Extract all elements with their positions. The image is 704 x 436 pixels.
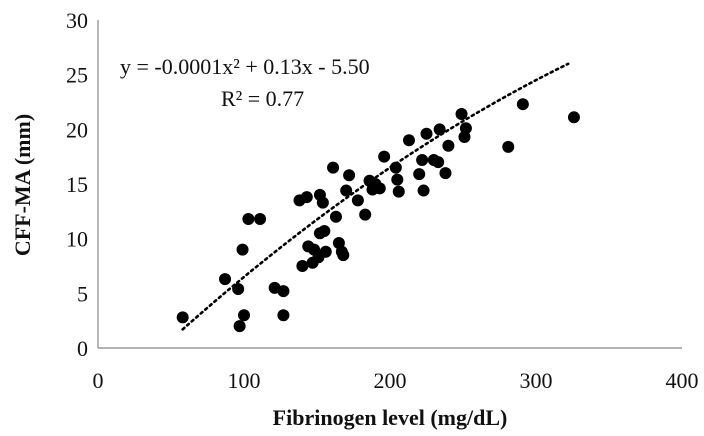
trendline bbox=[181, 62, 570, 331]
data-point bbox=[277, 285, 290, 298]
trendline-equation: y = -0.0001x² + 0.13x - 5.50 bbox=[120, 54, 370, 79]
data-point bbox=[459, 122, 472, 135]
data-point bbox=[439, 167, 452, 180]
data-point bbox=[316, 196, 329, 209]
data-point bbox=[378, 150, 391, 163]
y-axis-title: CFF-MA (mm) bbox=[10, 114, 35, 256]
data-point bbox=[176, 311, 189, 324]
data-point bbox=[417, 184, 430, 197]
x-axis-title: Fibrinogen level (mg/dL) bbox=[273, 405, 508, 430]
data-point bbox=[413, 168, 426, 181]
axes bbox=[97, 20, 682, 349]
data-point bbox=[389, 161, 402, 174]
x-tick-labels: 0 100 200 300 400 bbox=[93, 368, 699, 393]
data-point bbox=[392, 185, 405, 198]
data-point bbox=[455, 108, 468, 121]
y-tick-label: 5 bbox=[77, 281, 88, 306]
data-point bbox=[242, 212, 255, 225]
data-points bbox=[176, 98, 580, 333]
data-point bbox=[329, 210, 342, 223]
data-point bbox=[340, 184, 353, 197]
data-point bbox=[432, 156, 445, 169]
data-point bbox=[236, 243, 249, 256]
data-point bbox=[442, 139, 455, 152]
data-point bbox=[327, 161, 340, 174]
x-tick-label: 100 bbox=[228, 368, 261, 393]
data-point bbox=[337, 249, 350, 262]
data-point bbox=[219, 273, 232, 286]
data-point bbox=[420, 127, 433, 140]
data-point bbox=[232, 282, 245, 295]
data-point bbox=[373, 182, 386, 195]
data-point bbox=[343, 169, 356, 182]
y-tick-label: 20 bbox=[66, 117, 88, 142]
x-tick-label: 0 bbox=[93, 368, 104, 393]
data-point bbox=[254, 212, 267, 225]
data-point bbox=[300, 191, 313, 204]
y-tick-label: 0 bbox=[77, 336, 88, 361]
y-tick-label: 10 bbox=[66, 227, 88, 252]
data-point bbox=[502, 140, 515, 153]
x-tick-label: 300 bbox=[520, 368, 553, 393]
y-tick-label: 25 bbox=[66, 63, 88, 88]
trendline-r-squared: R² = 0.77 bbox=[221, 86, 304, 111]
data-point bbox=[433, 123, 446, 136]
data-point bbox=[567, 111, 580, 124]
data-point bbox=[319, 245, 332, 258]
data-point bbox=[359, 208, 372, 221]
data-point bbox=[238, 309, 250, 322]
data-point bbox=[296, 260, 309, 272]
y-tick-labels: 0 5 10 15 20 25 30 bbox=[66, 8, 88, 361]
data-point bbox=[402, 134, 415, 147]
y-tick-label: 30 bbox=[66, 8, 88, 33]
data-point bbox=[233, 320, 246, 333]
data-point bbox=[391, 173, 404, 186]
data-point bbox=[416, 153, 429, 166]
y-tick-label: 15 bbox=[66, 172, 88, 197]
data-point bbox=[318, 225, 331, 238]
data-point bbox=[277, 309, 290, 322]
data-point bbox=[351, 194, 364, 207]
x-tick-label: 200 bbox=[374, 368, 407, 393]
data-point bbox=[516, 98, 529, 111]
x-tick-label: 400 bbox=[666, 368, 699, 393]
